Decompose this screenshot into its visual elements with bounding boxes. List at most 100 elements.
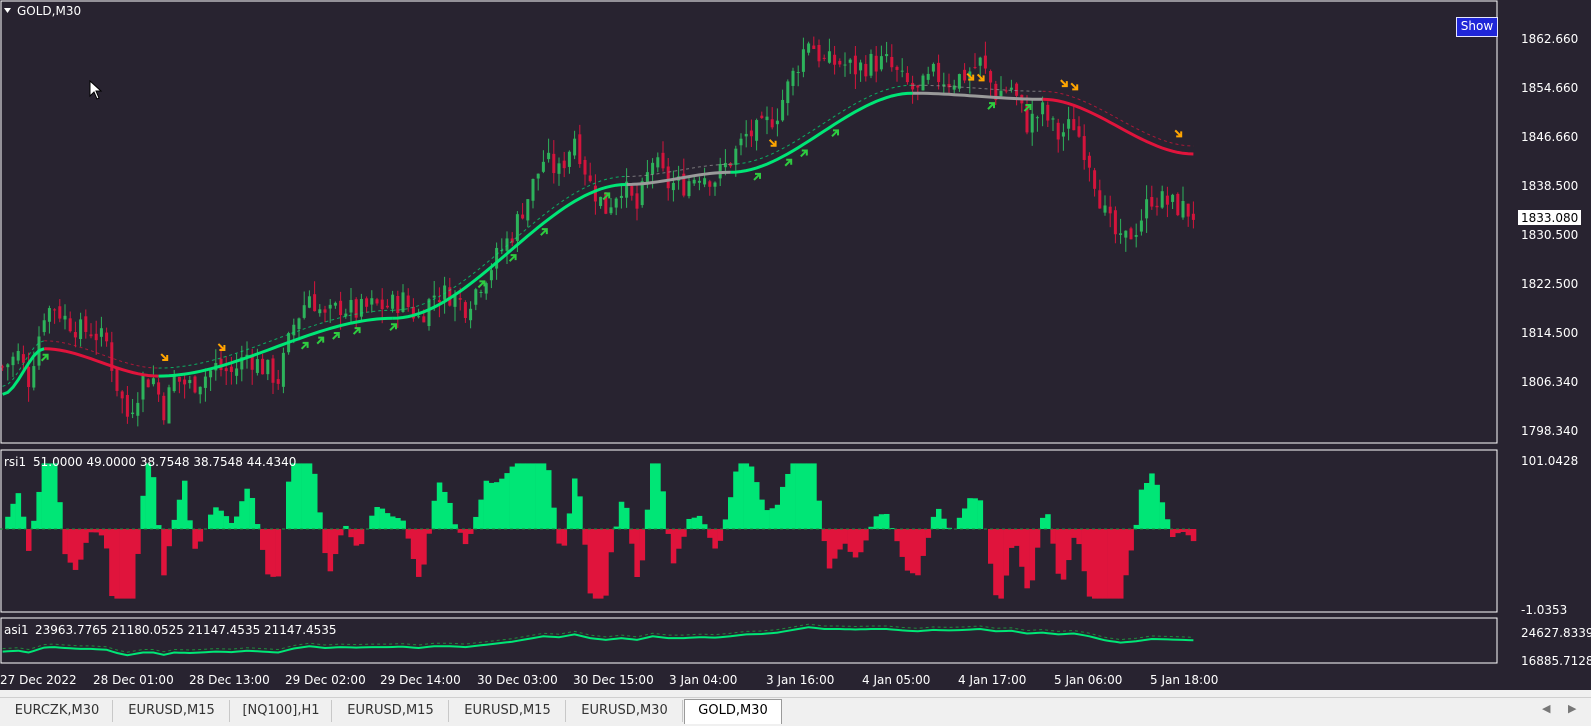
candle-body <box>281 352 285 387</box>
candle-body <box>354 299 358 318</box>
rsi-bar <box>83 529 89 543</box>
tab-eurusd-m15-2[interactable]: EURUSD,M15 <box>333 700 449 722</box>
tab-gold-m30[interactable]: GOLD,M30 <box>684 699 782 724</box>
candle <box>1061 123 1065 151</box>
candle-body <box>474 289 478 305</box>
tab-eurusd-m30[interactable]: EURUSD,M30 <box>567 700 683 722</box>
tab-eurusd-m15-3[interactable]: EURUSD,M15 <box>450 700 566 722</box>
candle-body <box>422 316 426 323</box>
moving-average-segment <box>2 347 45 396</box>
candle-body <box>578 134 582 165</box>
arrow-up-icon <box>332 331 340 340</box>
candle <box>53 308 57 324</box>
tab-eurczk-m30[interactable]: EURCZK,M30 <box>2 700 113 722</box>
candle-body <box>177 376 181 382</box>
rsi-bar <box>218 510 224 529</box>
candle-body <box>515 214 519 241</box>
rsi-bar <box>228 522 235 529</box>
candle-body <box>625 181 629 198</box>
candle <box>708 179 712 196</box>
candle <box>261 354 265 375</box>
arrow-up-icon <box>784 158 793 167</box>
candle <box>656 152 660 173</box>
rsi-bar <box>1092 529 1098 599</box>
arrow-up-icon <box>831 129 839 138</box>
rsi-bar <box>239 501 245 529</box>
tab-scroll-right-icon[interactable]: ▶ <box>1568 702 1577 715</box>
arrow-up-icon <box>800 149 808 158</box>
tab-scroll-left-icon[interactable]: ◀ <box>1542 702 1551 715</box>
rsi-bar <box>306 463 313 529</box>
candle <box>1129 226 1133 240</box>
chart-svg[interactable]: GOLD,M30 1862.660 1854.660 1846.660 1838… <box>0 0 1591 690</box>
candle <box>781 89 785 122</box>
rsi-bar <box>156 525 162 529</box>
rsi-bar <box>1107 529 1114 599</box>
rsi-bar <box>936 508 942 529</box>
candle <box>1119 218 1123 244</box>
candle <box>619 185 623 209</box>
candle-body <box>370 298 374 305</box>
candle <box>411 298 415 322</box>
candle <box>827 38 831 64</box>
candle <box>531 178 535 209</box>
chart-area[interactable]: GOLD,M30 1862.660 1854.660 1846.660 1838… <box>0 0 1591 690</box>
rsi-bar <box>1154 484 1160 529</box>
rsi-bar <box>816 500 822 529</box>
candle <box>614 197 618 216</box>
tab-eurusd-m15[interactable]: EURUSD,M15 <box>114 700 230 722</box>
candle-body <box>235 368 239 376</box>
tab-nq100-h1[interactable]: [NQ100],H1 <box>231 700 332 722</box>
rsi-bar <box>462 529 469 545</box>
candle-body <box>1072 119 1076 131</box>
candle <box>557 157 561 186</box>
candle-body <box>952 85 956 90</box>
candle-body <box>957 74 961 89</box>
candle-body <box>833 54 837 65</box>
candle-body <box>271 358 275 383</box>
candle-body <box>812 45 816 50</box>
candle-body <box>838 60 842 65</box>
candle-body <box>963 69 967 81</box>
candle-body <box>853 55 857 75</box>
candle-body <box>1124 230 1128 238</box>
candle-body <box>32 366 36 388</box>
candle <box>1041 96 1045 127</box>
candle <box>79 312 83 347</box>
candle-body <box>593 185 597 202</box>
candle-body <box>817 44 821 62</box>
candle-body <box>973 67 977 69</box>
show-button[interactable]: Show <box>1456 17 1498 37</box>
rsi-bar <box>296 463 302 529</box>
rsi-bar <box>930 516 937 529</box>
main-panel-border <box>0 0 1498 444</box>
rsi-axis-top: 101.0428 <box>1521 454 1578 468</box>
candle-body <box>203 376 207 388</box>
candle <box>703 167 707 188</box>
candle-body <box>47 308 51 322</box>
rsi-bar <box>1024 529 1030 589</box>
candle-body <box>905 72 909 83</box>
rsi-bar <box>988 529 994 564</box>
rsi-bar <box>166 529 172 547</box>
rsi-bar <box>811 463 817 529</box>
candle-body <box>885 54 889 57</box>
candle-body <box>16 350 20 361</box>
candle <box>1056 118 1060 153</box>
candle-body <box>1155 205 1159 208</box>
candle-body <box>749 130 753 137</box>
candle-body <box>703 178 707 185</box>
candle-body <box>1035 117 1039 119</box>
candle-body <box>1030 113 1034 133</box>
chevron-down-icon[interactable] <box>4 8 11 13</box>
moving-average-band <box>44 340 159 369</box>
candle <box>281 347 285 394</box>
candle-body <box>1139 220 1143 232</box>
rsi-bar <box>473 516 479 529</box>
rsi-bar <box>140 495 146 529</box>
candle-body <box>68 318 72 332</box>
candle <box>297 317 301 341</box>
rsi-bar <box>681 529 687 537</box>
rsi-bar <box>1055 529 1062 574</box>
candle-body <box>895 66 899 70</box>
